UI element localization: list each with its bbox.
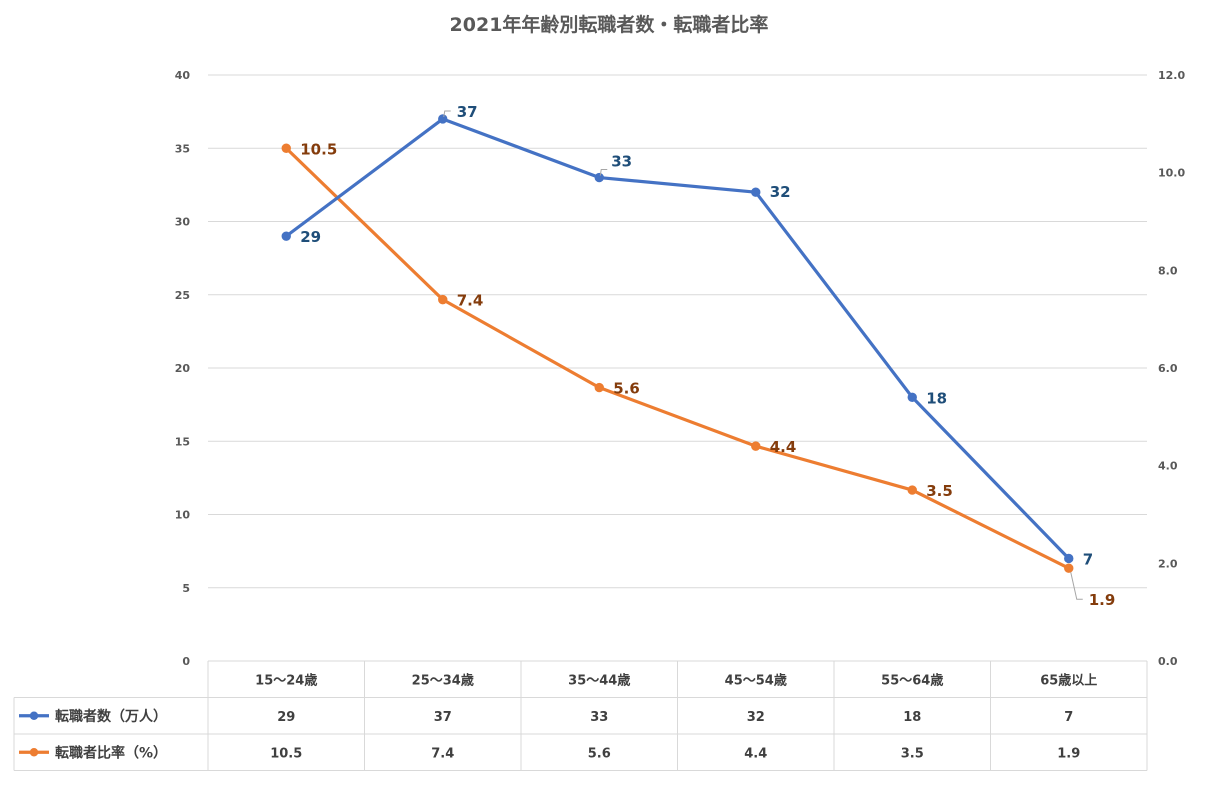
data-table: 15～24歳 25～34歳 35～44歳 45～54歳 55～64歳 65歳以上転職者比率… — [13, 660, 1148, 771]
data-label: 1.9 — [1089, 591, 1116, 609]
data-label: 7 — [1083, 550, 1093, 568]
legend-label: 転職者数（万人） — [55, 708, 167, 725]
data-point — [594, 382, 604, 393]
series-1: 10.5 7.4 5.6 4.4 3.5 1.9 — [281, 140, 1116, 609]
data-point — [438, 114, 448, 124]
table-cell: 7 — [1064, 710, 1073, 725]
data-point — [1064, 563, 1074, 573]
left-tick-label: 30 — [175, 216, 191, 229]
table-cell: 3.5 — [901, 746, 924, 761]
right-tick-label: 12.0 — [1158, 69, 1185, 82]
right-tick-label: 0.0 — [1158, 655, 1178, 668]
right-tick-label: 6.0 — [1158, 362, 1178, 375]
table-cell: 37 — [434, 710, 452, 725]
data-label: 5.6 — [613, 380, 640, 398]
category-label: 15～24歳 — [255, 672, 317, 688]
leader-line — [1070, 572, 1083, 600]
left-tick-label: 20 — [175, 362, 191, 375]
left-tick-label: 40 — [175, 69, 191, 82]
table-cell: 1.9 — [1057, 746, 1080, 761]
table-cell: 18 — [903, 710, 921, 725]
data-point — [1064, 553, 1074, 564]
data-point — [281, 143, 291, 153]
table-cell: 29 — [277, 710, 295, 725]
category-label: 65歳以上 — [1040, 672, 1097, 688]
series-0: 29 37 33 32 18 7 — [281, 103, 1093, 568]
left-tick-label: 15 — [175, 435, 190, 448]
left-tick-label: 35 — [175, 142, 190, 155]
left-axis-ticks: 0 5 10 15 20 25 30 35 40 — [175, 69, 191, 668]
table-cell: 33 — [590, 710, 608, 725]
right-tick-label: 8.0 — [1158, 264, 1178, 277]
gridlines — [208, 74, 1147, 589]
left-tick-label: 0 — [182, 655, 190, 668]
data-label: 32 — [770, 183, 791, 201]
left-tick-label: 5 — [182, 582, 190, 595]
category-label: 25～34歳 — [412, 672, 474, 688]
left-tick-label: 10 — [175, 509, 191, 522]
leader-line — [443, 110, 451, 118]
table-cell: 4.4 — [744, 746, 767, 761]
data-label: 10.5 — [300, 140, 337, 158]
series-layer: 10.5 7.4 5.6 4.4 3.5 1.9 29 37 33 32 18 7 — [281, 103, 1116, 609]
right-tick-label: 2.0 — [1158, 557, 1178, 570]
series-line — [284, 117, 1071, 561]
left-tick-label: 25 — [175, 289, 190, 302]
data-point — [438, 294, 448, 305]
data-label: 37 — [457, 103, 478, 121]
table-cell: 7.4 — [431, 746, 454, 761]
data-label: 18 — [926, 389, 947, 407]
data-label: 3.5 — [926, 482, 953, 500]
legend-key-marker — [29, 711, 39, 720]
table-cell: 5.6 — [588, 746, 611, 761]
leader-line — [599, 169, 608, 176]
category-label: 45～54歳 — [725, 672, 787, 688]
data-point — [281, 231, 291, 241]
data-point — [751, 187, 761, 197]
data-label: 33 — [611, 153, 632, 171]
data-label: 29 — [300, 228, 321, 246]
table-cell: 10.5 — [270, 746, 302, 761]
data-label: 4.4 — [770, 438, 797, 456]
legend-label: 転職者比率（%） — [55, 744, 167, 761]
data-point — [907, 392, 917, 402]
right-axis-ticks: 0.0 2.0 4.0 6.0 8.0 10.0 12.0 — [1158, 69, 1185, 668]
right-tick-label: 10.0 — [1158, 167, 1185, 180]
table-cell: 32 — [747, 710, 765, 725]
right-tick-label: 4.0 — [1158, 460, 1178, 473]
legend-key-marker — [29, 748, 39, 757]
chart-title: 2021年年齢別転職者数・転職者比率 — [450, 13, 769, 36]
data-point — [594, 172, 604, 183]
category-label: 35～44歳 — [568, 672, 630, 688]
series-line — [284, 146, 1071, 570]
data-point — [907, 485, 917, 495]
data-point — [751, 441, 761, 451]
data-label: 7.4 — [457, 292, 484, 310]
category-label: 55～64歳 — [881, 672, 943, 688]
